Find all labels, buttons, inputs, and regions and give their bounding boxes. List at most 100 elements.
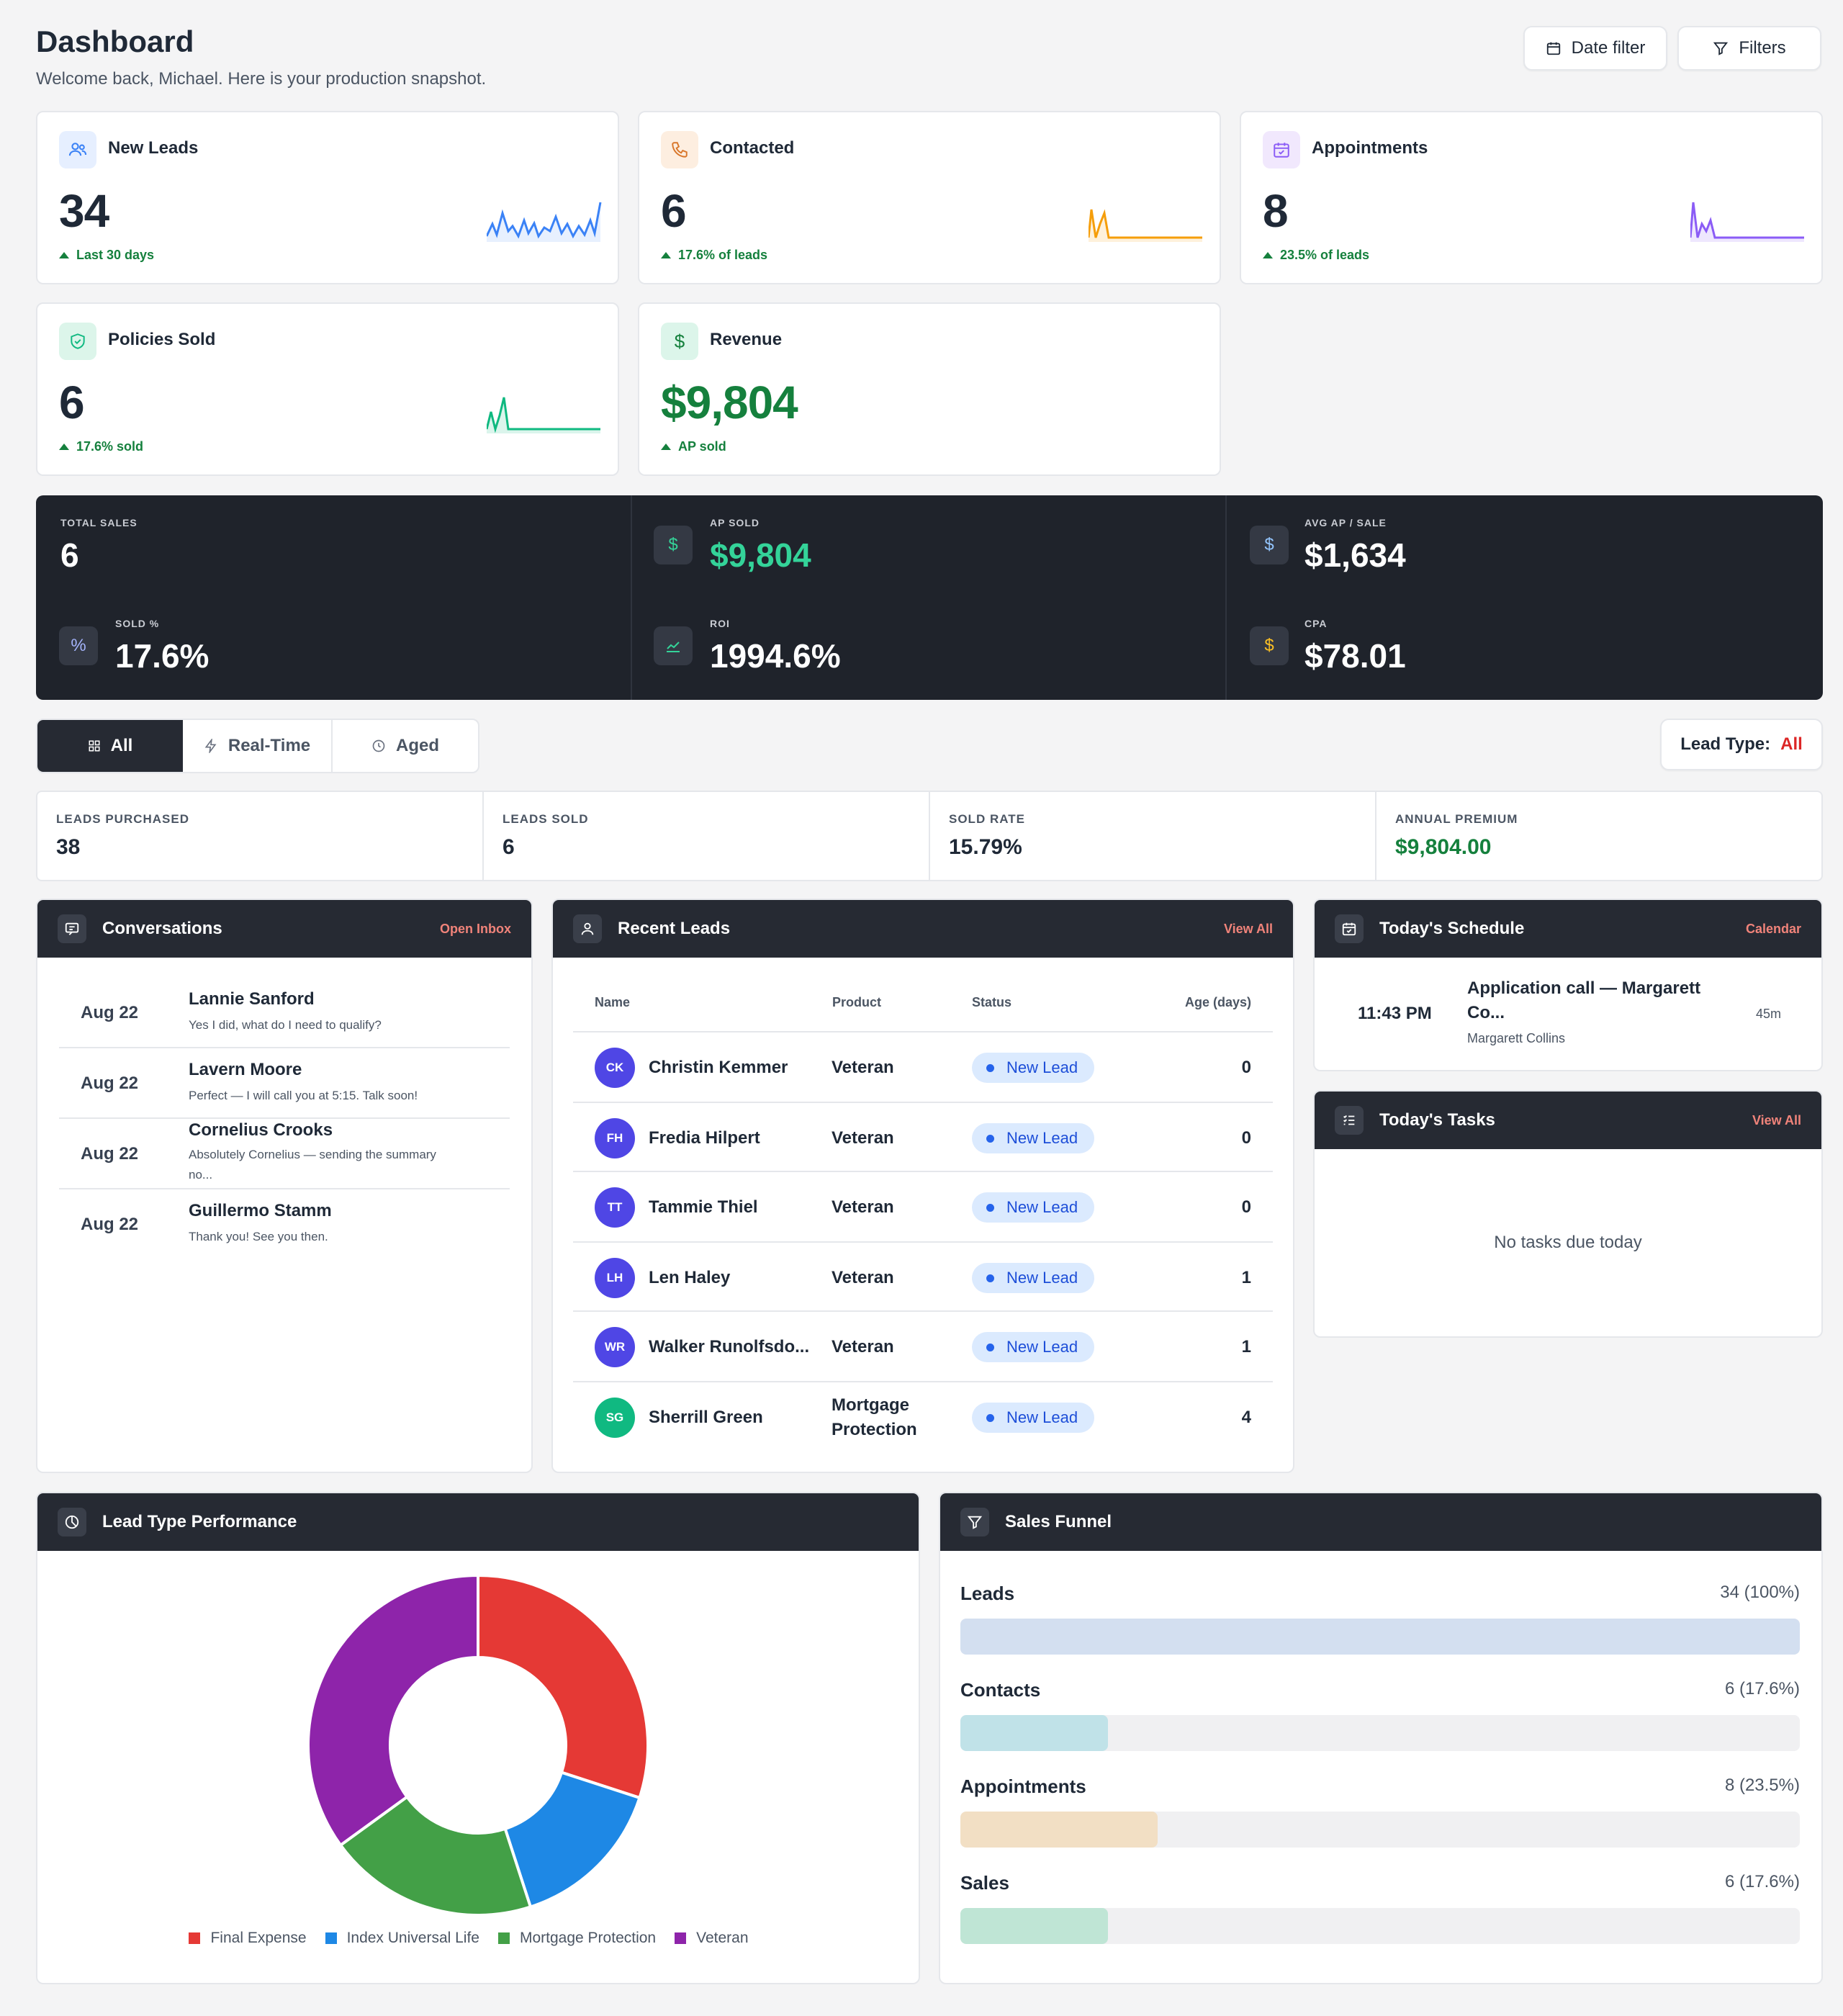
donut-chart [307,1573,649,1917]
legend-swatch [189,1932,201,1944]
status-badge: New Lead [972,1123,1094,1153]
clock-icon [372,739,385,752]
conversation-item[interactable]: Aug 22 Cornelius Crooks Absolutely Corne… [59,1119,510,1189]
funnel-bar [960,1812,1800,1848]
funnel-stage-label: Sales [960,1872,1009,1894]
page-subtitle: Welcome back, Michael. Here is your prod… [36,69,487,89]
calendar-icon [1263,131,1300,168]
percent-icon: % [59,626,98,665]
status-badge: New Lead [972,1332,1094,1362]
column-header: Name [595,995,631,1009]
column-header: Product [832,995,882,1009]
table-row[interactable]: CK Christin Kemmer Veteran New Lead 0 [573,1031,1273,1102]
conversation-item[interactable]: Aug 22 Lavern Moore Perfect — I will cal… [59,1048,510,1119]
funnel-stage-value: 6 (17.6%) [1724,1679,1800,1698]
tasks-panel: Today's Tasks View All No tasks due toda… [1313,1090,1823,1338]
open-inbox-link[interactable]: Open Inbox [440,921,511,936]
filter-icon [1713,42,1729,55]
tab-aged[interactable]: Aged [333,720,478,772]
legend-label: Final Expense [210,1930,307,1946]
sales-funnel-panel: Sales Funnel Leads 34 (100%) Contacts 6 … [939,1492,1823,1984]
funnel-stage-value: 8 (23.5%) [1724,1776,1800,1795]
donut-slice-mortgage-protection[interactable] [338,1794,533,1917]
funnel-stage-value: 6 (17.6%) [1724,1872,1800,1891]
avg-ap-label: AVG AP / SALE [1304,517,1387,528]
legend-item[interactable]: Final Expense [189,1930,307,1947]
legend-label: Mortgage Protection [520,1930,657,1946]
kpi-label: New Leads [108,138,199,158]
summary-sold-rate: SOLD RATE 15.79% [930,792,1376,880]
legend-item[interactable]: Index Universal Life [325,1930,479,1947]
funnel-stage-label: Appointments [960,1776,1086,1797]
table-row[interactable]: TT Tammie Thiel Veteran New Lead 0 [573,1171,1273,1241]
legend-swatch [675,1932,687,1944]
legend-swatch [498,1932,510,1944]
lead-type-selector[interactable]: Lead Type: All [1660,719,1823,770]
schedule-item[interactable]: 11:43 PM Application call — Margarett Co… [1315,958,1821,1070]
status-badge: New Lead [972,1263,1094,1293]
funnel-fill [960,1715,1109,1751]
recent-leads-panel: Recent Leads View All Name Product Statu… [551,899,1294,1473]
conversations-panel: Conversations Open Inbox Aug 22 Lannie S… [36,899,533,1473]
pie-chart-icon [58,1508,86,1536]
legend-label: Index Universal Life [346,1930,479,1946]
view-all-leads-link[interactable]: View All [1223,921,1273,936]
view-all-tasks-link[interactable]: View All [1752,1112,1801,1128]
funnel-bar [960,1619,1800,1655]
filters-label: Filters [1739,38,1786,58]
status-badge: New Lead [972,1192,1094,1223]
kpi-label: Policies Sold [108,330,216,349]
sold-pct-value: 17.6% [115,637,209,675]
dollar-icon: $ [654,526,693,564]
kpi-sub: 23.5% of leads [1280,248,1370,262]
funnel-fill [960,1908,1109,1944]
column-header: Status [972,995,1012,1009]
tab-all[interactable]: All [37,720,183,772]
ap-sold-value: $9,804 [710,536,811,574]
legend-item[interactable]: Mortgage Protection [498,1930,656,1947]
status-badge: New Lead [972,1403,1094,1433]
kpi-value: 6 [661,185,687,237]
donut-slice-final-expense[interactable] [477,1573,649,1800]
sparkline [487,202,602,242]
dollar-icon: $ [1250,526,1289,564]
conversation-item[interactable]: Aug 22 Guillermo Stamm Thank you! See yo… [81,1201,332,1243]
kpi-card-policies-sold: Policies Sold 6 17.6% sold [36,302,619,476]
calendar-check-icon [1335,914,1364,943]
filter-icon [960,1508,989,1536]
table-row[interactable]: LH Len Haley Veteran New Lead 1 [573,1241,1273,1312]
sparkline [487,397,600,433]
users-icon [59,131,96,168]
calendar-link[interactable]: Calendar [1745,921,1801,936]
cpa-value: $78.01 [1304,637,1406,675]
tab-real-time[interactable]: Real-Time [183,720,333,772]
shield-icon [59,323,96,360]
panel-title: Conversations [102,919,222,938]
status-badge: New Lead [972,1053,1094,1083]
kpi-sub: Last 30 days [76,248,155,262]
phone-icon [661,131,698,168]
table-row[interactable]: WR Walker Runolfsdo... Veteran New Lead … [573,1310,1273,1381]
schedule-event: Application call — Margarett Co... [1467,978,1701,1022]
summary-annual-premium: ANNUAL PREMIUM $9,804.00 [1395,812,1518,859]
production-stats-panel: TOTAL SALES 6 % SOLD % 17.6% $ AP SOLD $… [36,495,1823,700]
filters-button[interactable]: Filters [1677,26,1821,71]
funnel-bar [960,1908,1800,1944]
conversation-item[interactable]: Aug 22 Lannie Sanford Yes I did, what do… [59,978,510,1048]
panel-title: Recent Leads [618,919,731,938]
kpi-sub: AP sold [678,439,726,454]
kpi-sub: 17.6% sold [76,439,144,454]
message-icon [58,914,86,943]
table-row[interactable]: FH Fredia Hilpert Veteran New Lead 0 [573,1102,1273,1172]
donut-slice-veteran[interactable] [307,1573,479,1848]
schedule-duration: 45m [1755,1006,1781,1021]
kpi-label: Revenue [710,330,783,349]
date-filter-button[interactable]: Date filter [1523,26,1667,71]
page-title: Dashboard [36,24,194,58]
table-row[interactable]: SG Sherrill Green Mortgage Protection Ne… [573,1381,1273,1452]
legend-item[interactable]: Veteran [675,1930,749,1947]
donut-slice-index-universal-life[interactable] [503,1770,641,1909]
kpi-value: 6 [59,377,85,428]
funnel-stage-label: Leads [960,1583,1015,1604]
bolt-icon [204,739,217,753]
